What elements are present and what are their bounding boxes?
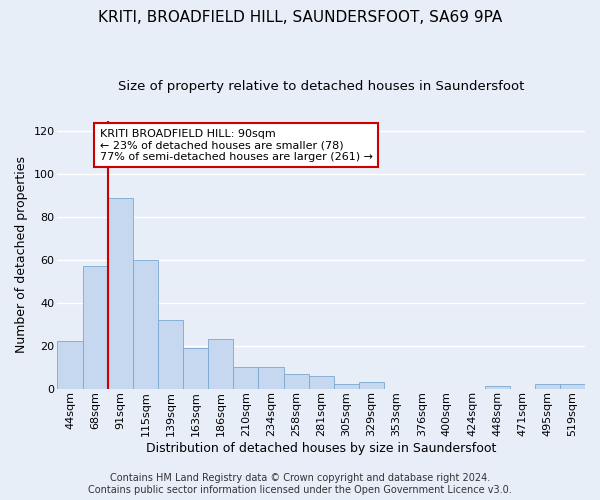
Bar <box>308 376 334 388</box>
Bar <box>485 386 509 388</box>
Bar <box>535 384 560 388</box>
Text: KRITI BROADFIELD HILL: 90sqm
← 23% of detached houses are smaller (78)
77% of se: KRITI BROADFIELD HILL: 90sqm ← 23% of de… <box>100 128 373 162</box>
Bar <box>259 367 284 388</box>
Bar <box>208 339 233 388</box>
Bar <box>108 198 133 388</box>
Bar <box>83 266 108 388</box>
Y-axis label: Number of detached properties: Number of detached properties <box>15 156 28 353</box>
X-axis label: Distribution of detached houses by size in Saundersfoot: Distribution of detached houses by size … <box>146 442 496 455</box>
Bar <box>158 320 183 388</box>
Bar <box>560 384 585 388</box>
Bar <box>359 382 384 388</box>
Bar <box>183 348 208 389</box>
Bar <box>334 384 359 388</box>
Bar <box>284 374 308 388</box>
Bar <box>58 342 83 388</box>
Text: Contains HM Land Registry data © Crown copyright and database right 2024.
Contai: Contains HM Land Registry data © Crown c… <box>88 474 512 495</box>
Text: KRITI, BROADFIELD HILL, SAUNDERSFOOT, SA69 9PA: KRITI, BROADFIELD HILL, SAUNDERSFOOT, SA… <box>98 10 502 25</box>
Title: Size of property relative to detached houses in Saundersfoot: Size of property relative to detached ho… <box>118 80 524 93</box>
Bar <box>133 260 158 388</box>
Bar <box>233 367 259 388</box>
